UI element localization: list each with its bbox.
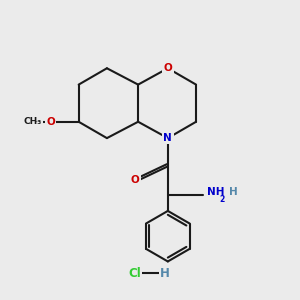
Text: CH₃: CH₃ — [24, 117, 42, 126]
Text: O: O — [164, 63, 172, 73]
Text: H: H — [230, 187, 238, 197]
Text: NH: NH — [207, 187, 225, 197]
Text: O: O — [46, 117, 55, 127]
Text: O: O — [131, 175, 140, 185]
Text: Cl: Cl — [129, 267, 142, 280]
Text: 2: 2 — [220, 194, 225, 203]
Text: N: N — [164, 133, 172, 143]
Text: H: H — [160, 267, 170, 280]
Text: methoxy: methoxy — [36, 121, 42, 122]
